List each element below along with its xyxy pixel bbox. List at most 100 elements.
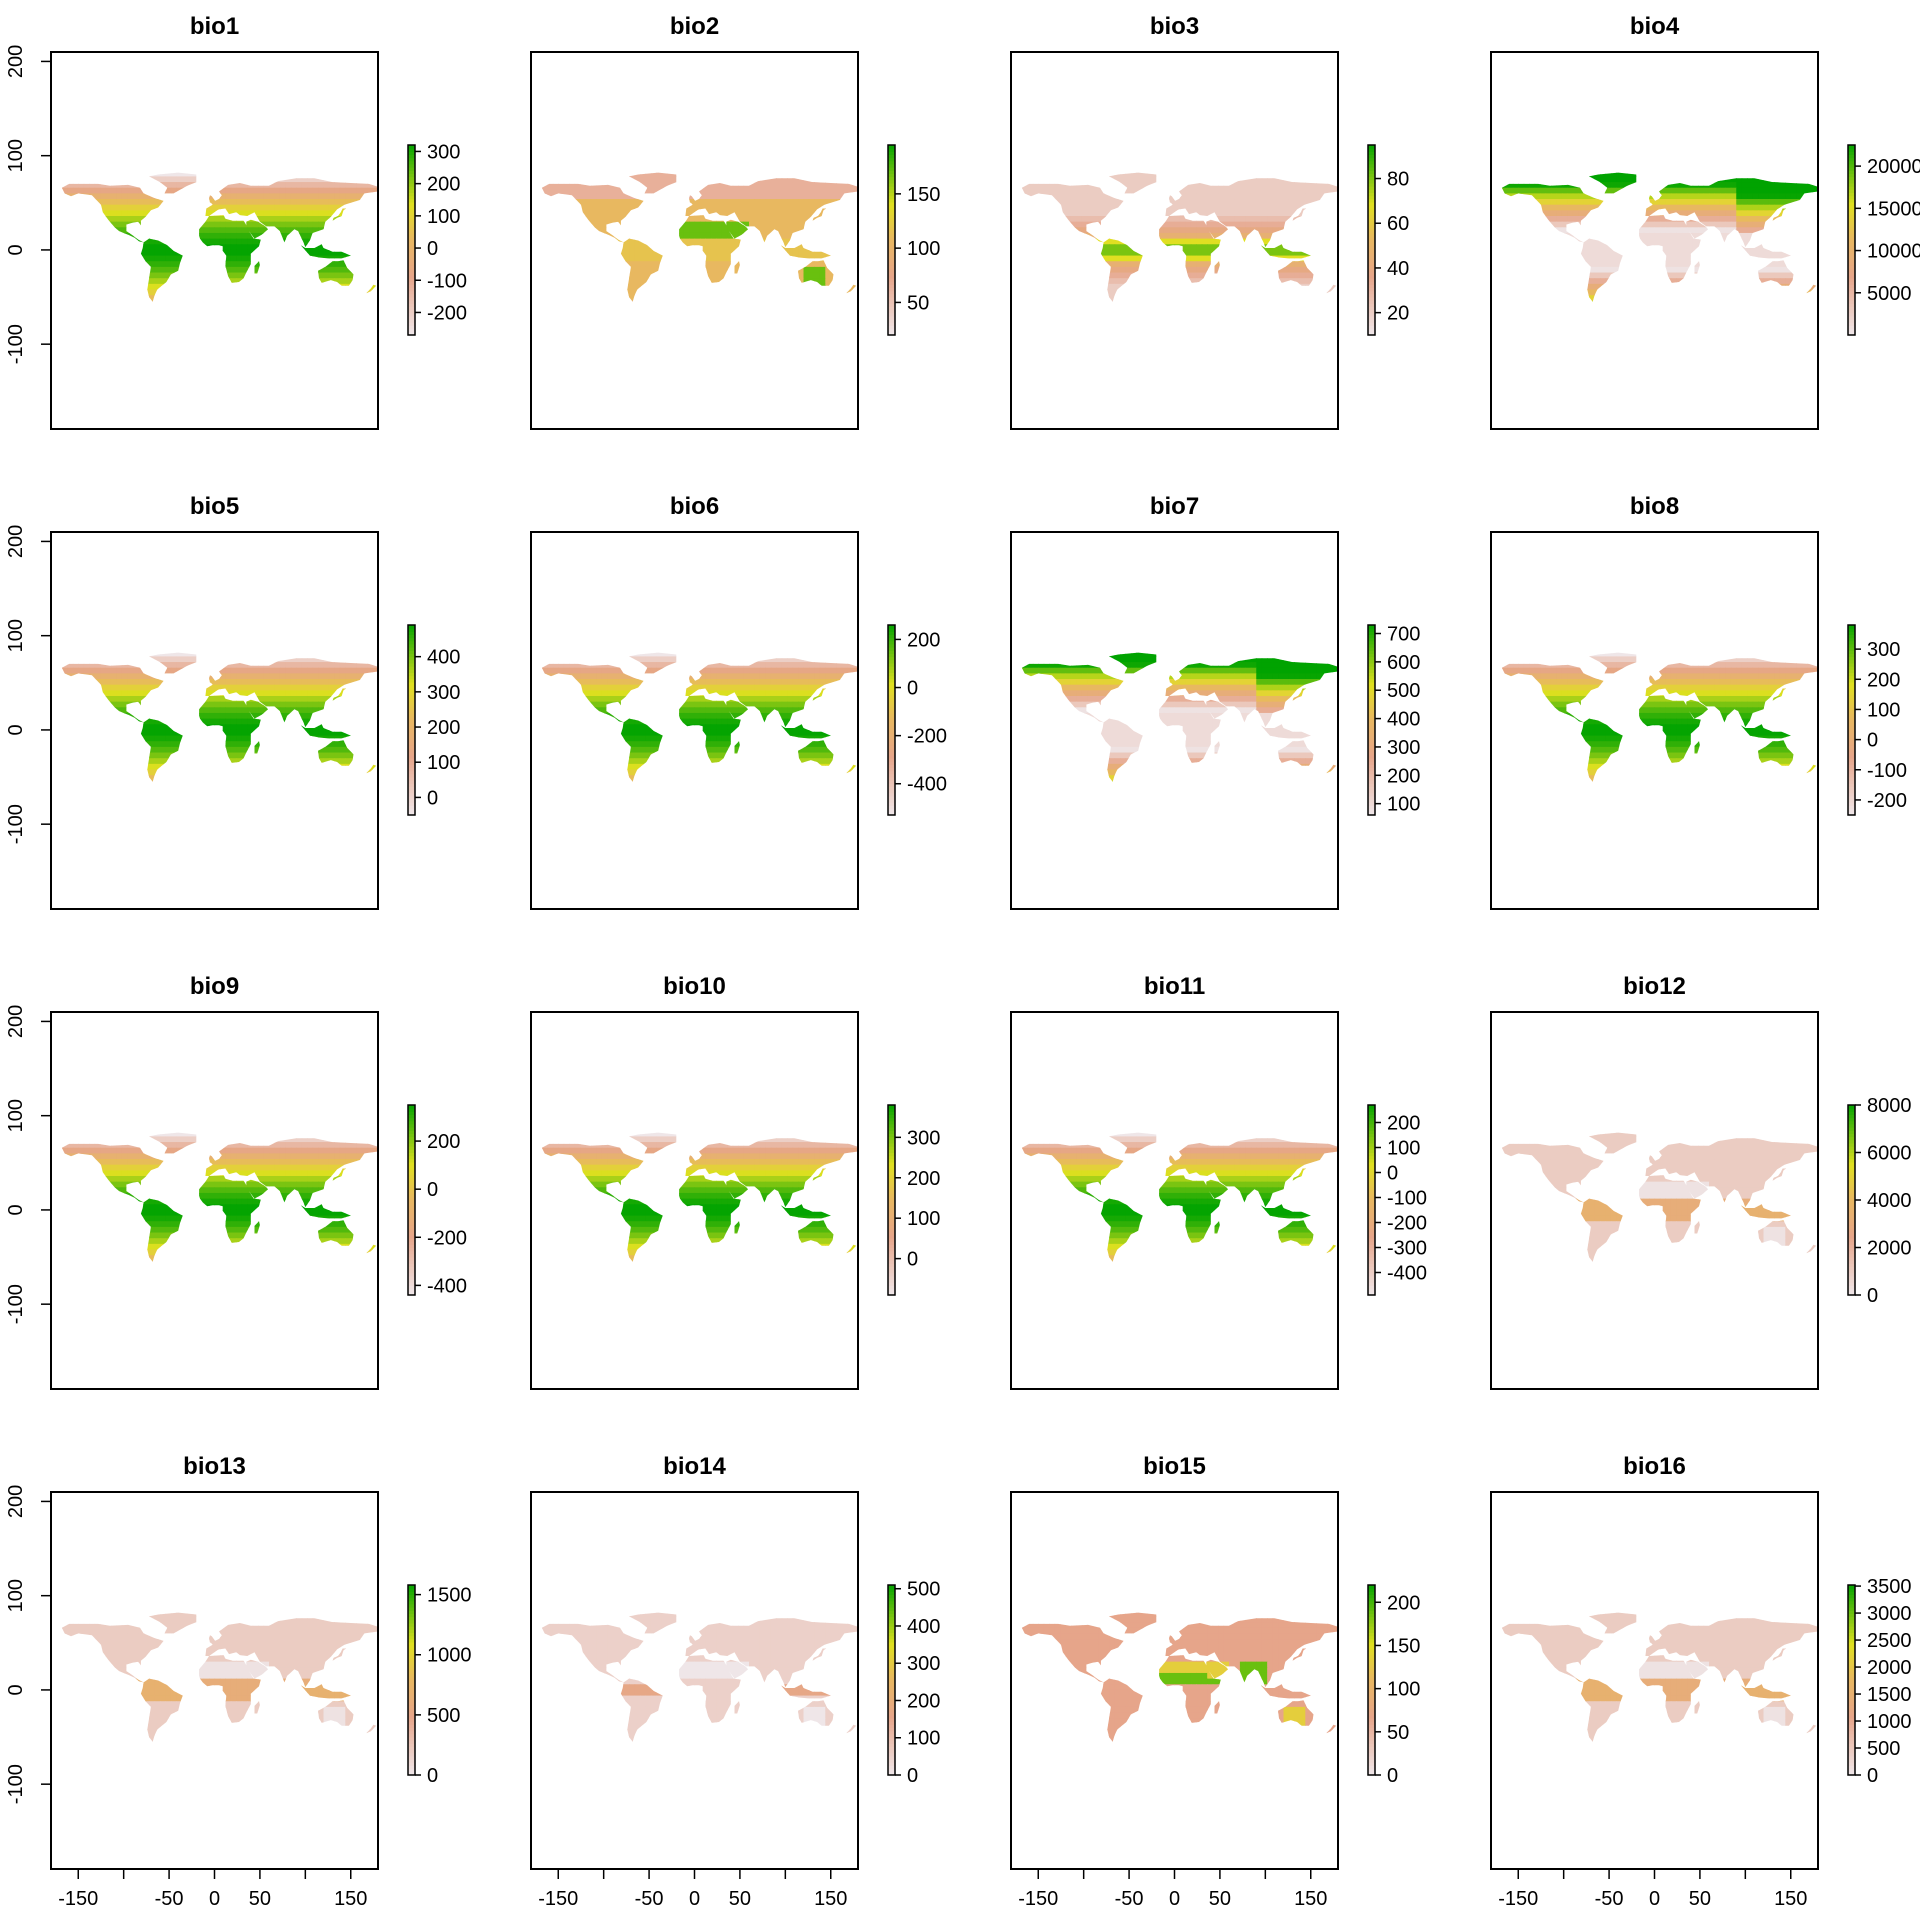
legend-tick-label: 50: [1387, 1722, 1409, 1744]
panel-bio4: bio4 20000 15000 10000 5000: [1490, 13, 1920, 430]
legend-tick-label: 200: [1387, 1113, 1420, 1135]
x-tick-label: -50: [1595, 1888, 1624, 1910]
legend-tick-label: 500: [427, 1705, 460, 1727]
legend-tick-label: 0: [427, 1179, 438, 1201]
raster-layer: [1021, 1612, 1338, 1742]
raster-layer: [1501, 172, 1818, 302]
panel-title: bio6: [670, 493, 719, 520]
panel-bio2: bio2 150 100 50: [530, 13, 940, 430]
plot-frame: [1010, 531, 1339, 910]
legend-tick-label: 3500: [1867, 1576, 1912, 1598]
legend-tick-label: 1500: [427, 1585, 472, 1607]
panel-bio6: bio6 200 0 -200 -400: [530, 493, 947, 910]
panel-bio15: bio15 -150 -50 0 50 150 200 150 100 50 0: [1010, 1453, 1420, 1910]
legend-tick-label: 100: [907, 1728, 940, 1750]
legend-tick-label: 0: [907, 1249, 918, 1271]
panel-title: bio10: [663, 973, 726, 1000]
x-tick-label: 50: [249, 1888, 271, 1910]
plot-frame: [530, 51, 859, 430]
legend-tick-label: -100: [1867, 760, 1907, 782]
legend-tick-label: 400: [1387, 709, 1420, 731]
legend-tick-label: 100: [1387, 1138, 1420, 1160]
raster-layer: [1021, 652, 1338, 782]
legend-tick-label: 0: [427, 1765, 438, 1787]
panel-bio11: bio11 200 100 0 -100 -200 -300 -400: [1010, 973, 1427, 1390]
panel-bio5: bio5 -100 0 100 200 400 300 200 100 0: [5, 493, 460, 910]
x-tick-label: 0: [1169, 1888, 1180, 1910]
panel-title: bio2: [670, 13, 719, 40]
panel-bio9: bio9 -100 0 100 200 200 0 -200 -400: [5, 973, 467, 1390]
x-tick-label: 50: [729, 1888, 751, 1910]
legend-tick-label: 2000: [1867, 1238, 1912, 1260]
x-tick-label: 0: [689, 1888, 700, 1910]
legend-bar: 3500 3000 2500 2000 1500 1000 500 0: [1847, 1576, 1912, 1787]
plot-frame: [50, 51, 379, 430]
legend-tick-label: 300: [907, 1653, 940, 1675]
plot-frame: [1010, 1011, 1339, 1390]
legend-tick-label: 6000: [1867, 1143, 1912, 1165]
raster-layer: [61, 1132, 378, 1262]
panel-title: bio13: [183, 1453, 246, 1480]
legend-tick-label: 0: [1867, 1765, 1878, 1787]
panel-title: bio9: [190, 973, 239, 1000]
panel-bio8: bio8 300 200 100 0 -100 -200: [1490, 493, 1907, 910]
legend-tick-label: 1000: [427, 1645, 472, 1667]
plot-frame: [1490, 1011, 1819, 1390]
legend-tick-label: 4000: [1867, 1190, 1912, 1212]
panel-title: bio8: [1630, 493, 1679, 520]
legend-tick-label: 10000: [1867, 241, 1920, 263]
legend-tick-label: 100: [1387, 1679, 1420, 1701]
legend-tick-label: -300: [1387, 1238, 1427, 1260]
panel-bio13: bio13 -100 0 100 200 -150 -50 0 50 150 1500 1000 500…: [5, 1453, 472, 1910]
legend-tick-label: -200: [1387, 1213, 1427, 1235]
x-tick-label: 50: [1209, 1888, 1231, 1910]
legend-tick-label: 2500: [1867, 1630, 1912, 1652]
legend-tick-label: 1500: [1867, 1684, 1912, 1706]
legend-tick-label: 100: [907, 238, 940, 260]
legend-tick-label: 300: [907, 1127, 940, 1149]
raster-layer: [1021, 172, 1338, 302]
x-tick-label: -50: [635, 1888, 664, 1910]
x-tick-label: 150: [1294, 1888, 1327, 1910]
legend-tick-label: 60: [1387, 213, 1409, 235]
legend-bar: 200 0 -200 -400: [887, 624, 947, 816]
legend-tick-label: -200: [907, 726, 947, 748]
x-tick-label: -150: [1018, 1888, 1058, 1910]
x-tick-label: -50: [1115, 1888, 1144, 1910]
legend-tick-label: 150: [907, 184, 940, 206]
raster-layer: [541, 1612, 858, 1742]
panel-title: bio16: [1623, 1453, 1686, 1480]
legend-tick-label: 150: [1387, 1635, 1420, 1657]
legend-tick-label: 100: [427, 206, 460, 228]
panel-title: bio4: [1630, 13, 1680, 40]
legend-tick-label: 15000: [1867, 198, 1920, 220]
legend-bar: 20000 15000 10000 5000: [1847, 144, 1920, 336]
x-tick-label: 50: [1689, 1888, 1711, 1910]
panel-title: bio7: [1150, 493, 1199, 520]
x-tick-label: -150: [538, 1888, 578, 1910]
y-tick-label: 0: [5, 244, 27, 255]
legend-tick-label: 200: [427, 717, 460, 739]
legend-tick-label: 0: [1387, 1765, 1398, 1787]
y-tick-label: 100: [5, 1099, 27, 1132]
y-tick-label: 200: [5, 1485, 27, 1518]
legend-tick-label: 400: [907, 1616, 940, 1638]
y-tick-label: -100: [5, 1284, 27, 1324]
raster-layer: [61, 652, 378, 782]
panel-title: bio12: [1623, 973, 1686, 1000]
legend-bar: 300 200 100 0 -100 -200: [407, 141, 467, 336]
plot-frame: [50, 531, 379, 910]
legend-tick-label: 0: [427, 238, 438, 260]
legend-bar: 200 150 100 50 0: [1367, 1584, 1420, 1787]
x-tick-label: 0: [1649, 1888, 1660, 1910]
legend-tick-label: 500: [1867, 1738, 1900, 1760]
panel-bio3: bio3 80 60 40 20: [1010, 13, 1409, 430]
raster-layer: [61, 1612, 378, 1742]
plot-frame: [530, 1011, 859, 1390]
y-tick-label: 200: [5, 45, 27, 78]
legend-tick-label: 5000: [1867, 283, 1912, 305]
raster-layer: [541, 652, 858, 782]
legend-tick-label: 20000: [1867, 156, 1920, 178]
y-tick-label: 200: [5, 525, 27, 558]
panel-title: bio14: [663, 1453, 726, 1480]
